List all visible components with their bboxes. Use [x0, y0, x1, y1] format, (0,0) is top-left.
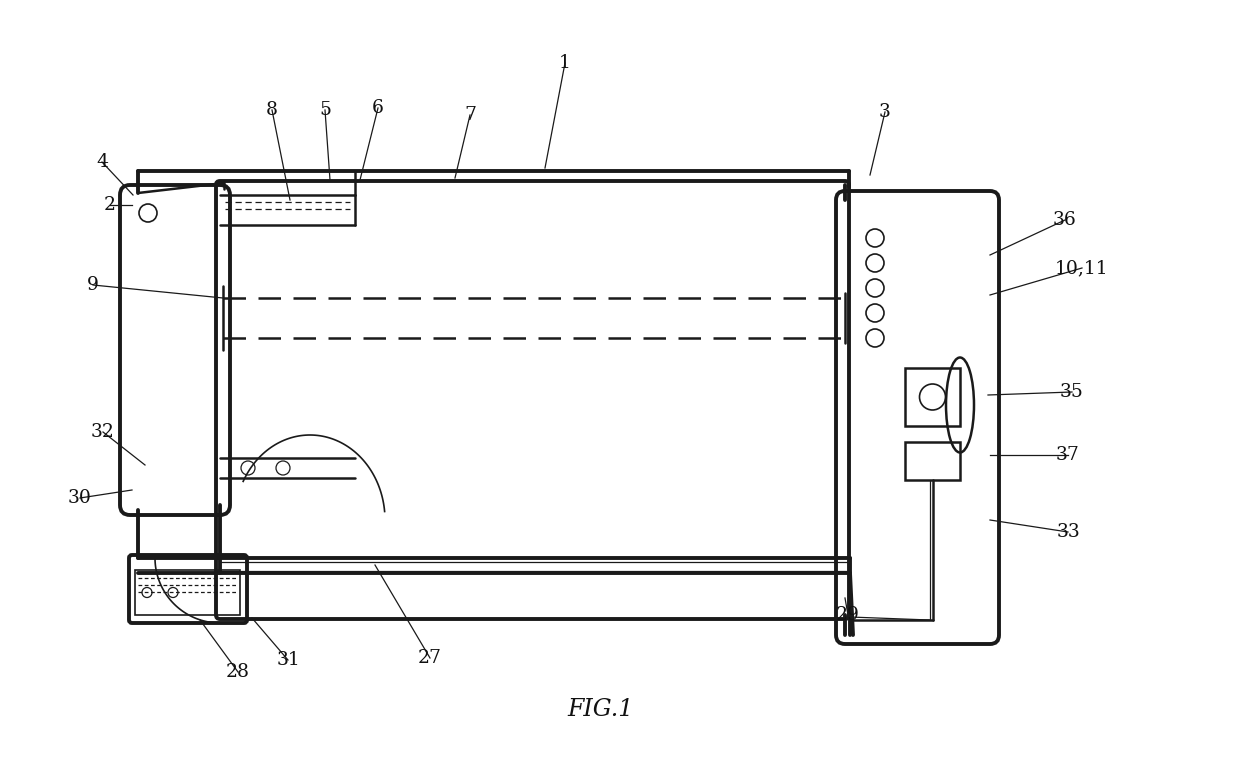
Text: 36: 36 — [1053, 211, 1077, 229]
Text: 27: 27 — [418, 649, 442, 667]
Text: 9: 9 — [87, 276, 99, 294]
Text: 10,11: 10,11 — [1056, 259, 1109, 277]
Text: 28: 28 — [225, 663, 250, 681]
Text: 8: 8 — [266, 101, 278, 119]
Text: 31: 31 — [276, 651, 300, 669]
Bar — [135, 570, 240, 615]
Text: 5: 5 — [318, 101, 331, 119]
Text: 35: 35 — [1061, 383, 1084, 401]
Bar — [904, 368, 960, 426]
Text: 2: 2 — [104, 196, 116, 214]
Text: 7: 7 — [463, 106, 476, 124]
Text: FIG.1: FIG.1 — [567, 699, 633, 721]
Text: 30: 30 — [68, 489, 92, 507]
Text: 29: 29 — [836, 606, 860, 624]
Text: 6: 6 — [372, 99, 384, 117]
Bar — [904, 442, 960, 480]
Text: 1: 1 — [559, 54, 571, 72]
Text: 4: 4 — [95, 153, 108, 171]
Text: 33: 33 — [1056, 523, 1080, 541]
Text: 37: 37 — [1056, 446, 1080, 464]
Text: 32: 32 — [90, 423, 115, 441]
Text: 3: 3 — [878, 103, 891, 121]
